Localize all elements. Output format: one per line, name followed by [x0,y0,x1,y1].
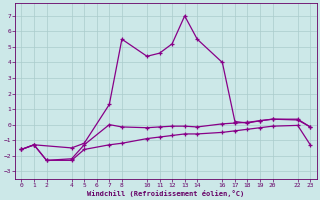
X-axis label: Windchill (Refroidissement éolien,°C): Windchill (Refroidissement éolien,°C) [87,190,244,197]
